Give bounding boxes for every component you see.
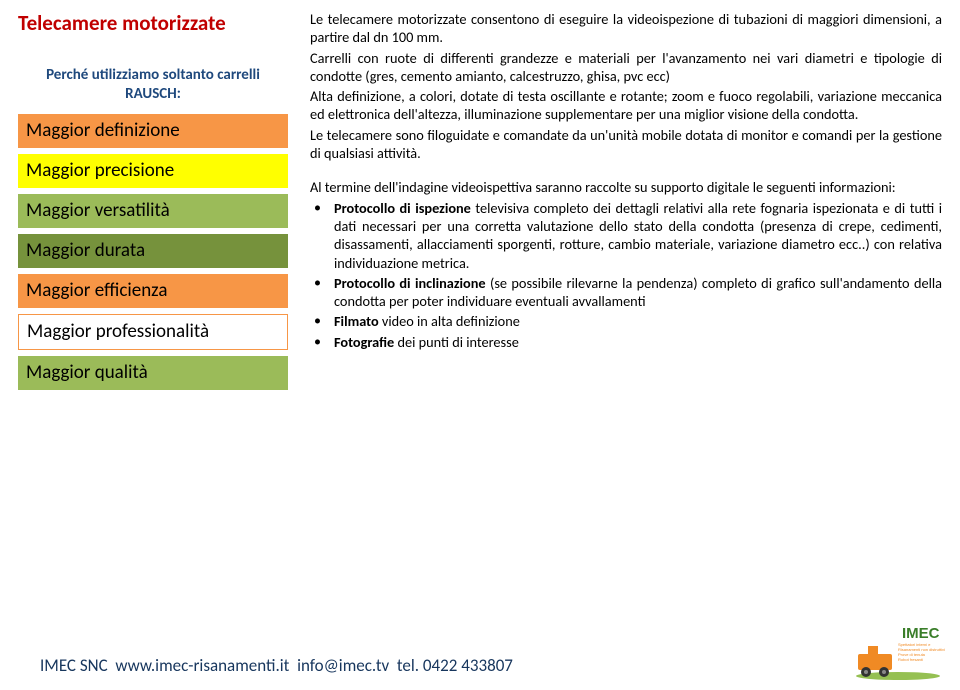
- feature-bar-3: Maggior durata: [18, 234, 288, 268]
- footer-tel-label: tel.: [397, 655, 419, 676]
- paragraph-1: Le telecamere motorizzate consentono di …: [310, 10, 942, 47]
- feature-bar-6: Maggior qualità: [18, 356, 288, 390]
- body-text: Le telecamere motorizzate consentono di …: [310, 10, 942, 396]
- footer-tel-number: 0422 433807: [423, 655, 513, 676]
- imec-logo: IMEC Spettatori interni e Risanamenti no…: [850, 616, 946, 680]
- feature-bar-0: Maggior definizione: [18, 114, 288, 148]
- subtitle-line2: RAUSCH:: [125, 85, 181, 103]
- bullet-1: Protocollo di ispezione televisiva compl…: [310, 199, 942, 272]
- paragraph-4: Le telecamere sono filoguidate e comanda…: [310, 126, 942, 163]
- feature-bars: Maggior definizione Maggior precisione Mag…: [18, 114, 288, 390]
- subtitle-line1: Perché utilizziamo soltanto carrelli: [46, 66, 260, 84]
- svg-text:IMEC: IMEC: [902, 625, 940, 642]
- bullet-3: Filmato video in alta definizione: [310, 312, 942, 330]
- svg-text:Robot fresanti: Robot fresanti: [898, 657, 923, 662]
- feature-bar-5: Maggior professionalità: [18, 314, 288, 350]
- footer-url: www.imec-risanamenti.it: [115, 655, 289, 676]
- feature-bar-2: Maggior versatilità: [18, 194, 288, 228]
- footer-company: IMEC SNC: [40, 655, 108, 676]
- footer-email: info@imec.tv: [297, 655, 389, 676]
- bullet-2: Protocollo di inclinazione (se possibile…: [310, 274, 942, 311]
- footer: IMEC SNC www.imec-risanamenti.it info@im…: [40, 655, 513, 676]
- page-title: Telecamere motorizzate: [18, 10, 288, 36]
- bullet-list: Protocollo di ispezione televisiva compl…: [310, 199, 942, 351]
- feature-bar-1: Maggior precisione: [18, 154, 288, 188]
- paragraph-3: Alta definizione, a colori, dotate di te…: [310, 87, 942, 124]
- paragraph-2: Carrelli con ruote di differenti grandez…: [310, 49, 942, 86]
- paragraph-5: Al termine dell'indagine videoispettiva …: [310, 178, 942, 196]
- subtitle: Perché utilizziamo soltanto carrelli RAU…: [18, 66, 288, 104]
- feature-bar-4: Maggior efficienza: [18, 274, 288, 308]
- bullet-4: Fotografie dei punti di interesse: [310, 333, 942, 351]
